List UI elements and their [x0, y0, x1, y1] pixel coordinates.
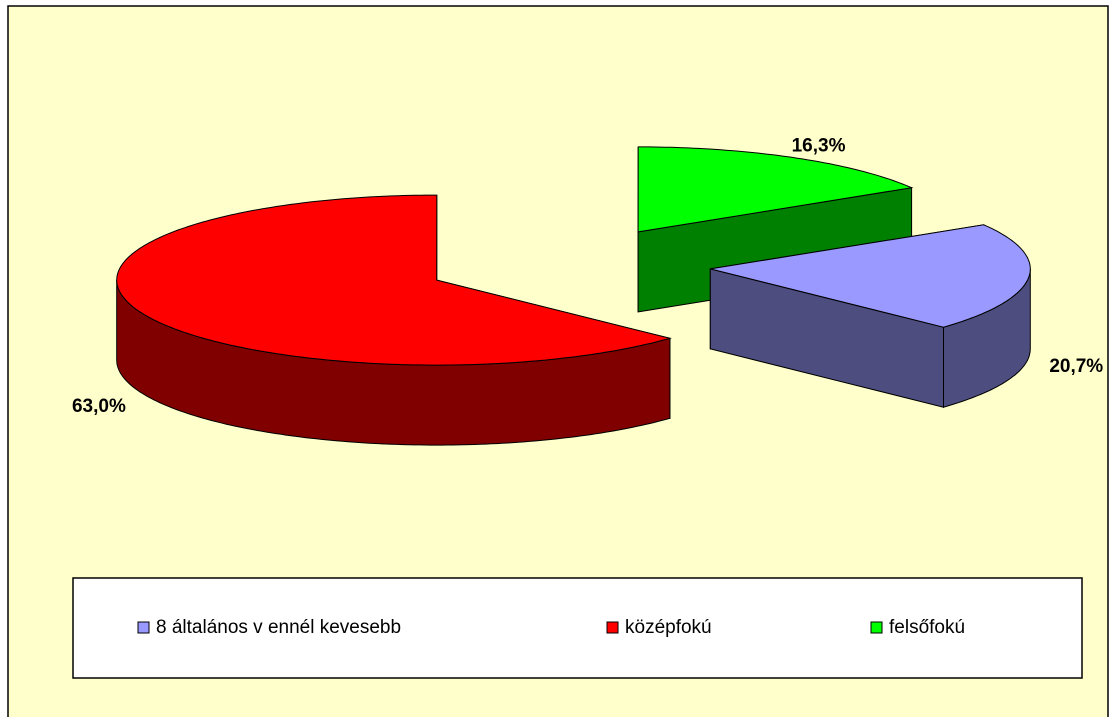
- legend-label: 8 általános v ennél kevesebb: [156, 617, 401, 638]
- slice: [710, 224, 1031, 328]
- legend-box: [72, 577, 1083, 679]
- data-label: 63,0%: [72, 396, 126, 417]
- slice: [637, 146, 914, 233]
- legend-swatch: [870, 621, 883, 634]
- slice: [116, 194, 672, 366]
- legend-swatch: [606, 621, 619, 634]
- legend-label: középfokú: [625, 617, 712, 638]
- legend-label: felsőfokú: [889, 617, 965, 638]
- data-label: 16,3%: [792, 136, 846, 157]
- data-label: 20,7%: [1049, 356, 1103, 377]
- legend-swatch: [137, 621, 150, 634]
